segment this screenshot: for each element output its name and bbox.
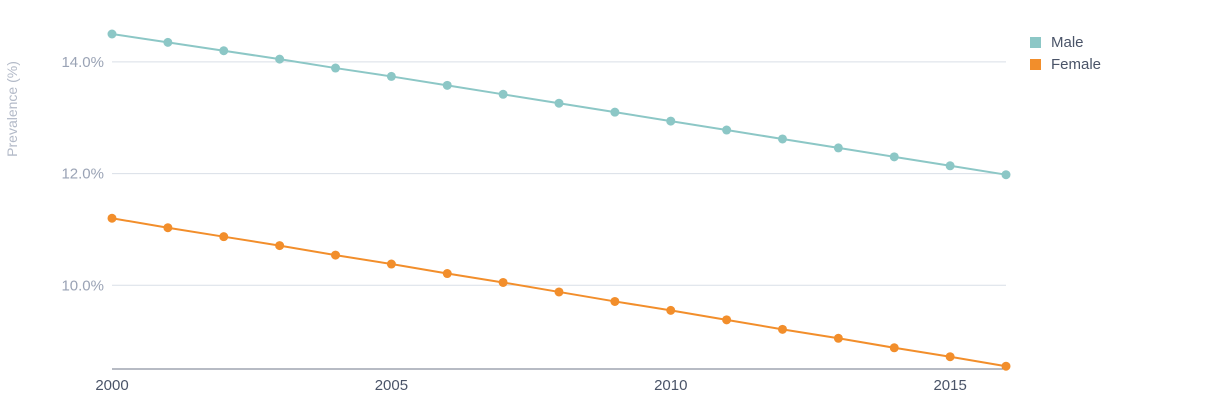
data-point[interactable] <box>554 287 564 297</box>
data-point[interactable] <box>666 305 676 315</box>
legend-label[interactable]: Male <box>1051 34 1084 51</box>
data-point[interactable] <box>386 259 396 269</box>
data-point[interactable] <box>275 54 285 64</box>
x-tick-label: 2005 <box>375 377 408 394</box>
x-tick-label: 2010 <box>654 377 687 394</box>
x-tick-label: 2000 <box>95 377 128 394</box>
data-point[interactable] <box>386 71 396 81</box>
data-point[interactable] <box>778 134 787 144</box>
data-point[interactable] <box>331 250 340 260</box>
data-point[interactable] <box>275 241 285 251</box>
data-point[interactable] <box>554 98 564 108</box>
data-point[interactable] <box>722 315 732 325</box>
data-point[interactable] <box>889 343 899 353</box>
data-point[interactable] <box>610 296 620 306</box>
legend-swatch <box>1030 59 1041 70</box>
data-point[interactable] <box>498 89 508 99</box>
x-axis-ticks: 2000 2005 2010 2015 <box>95 377 967 394</box>
data-point[interactable] <box>442 269 452 279</box>
data-point[interactable] <box>498 277 508 287</box>
data-point[interactable] <box>219 232 229 242</box>
series-layer <box>107 29 1011 371</box>
data-point[interactable] <box>610 107 620 117</box>
data-point[interactable] <box>945 161 955 171</box>
series-female <box>107 213 1011 371</box>
legend-swatch <box>1030 37 1041 48</box>
data-point[interactable] <box>163 37 173 47</box>
data-point[interactable] <box>107 29 117 39</box>
data-point[interactable] <box>889 152 899 162</box>
data-point[interactable] <box>833 333 843 343</box>
data-point[interactable] <box>778 324 787 334</box>
data-point[interactable] <box>945 352 955 362</box>
data-point[interactable] <box>666 116 676 126</box>
data-point[interactable] <box>219 46 229 56</box>
data-point[interactable] <box>1001 361 1011 371</box>
data-point[interactable] <box>331 63 340 73</box>
data-point[interactable] <box>833 143 843 153</box>
legend: Male Female <box>1030 34 1101 73</box>
data-point[interactable] <box>722 125 732 135</box>
y-axis-title: Prevalence (%) <box>4 61 20 157</box>
data-point[interactable] <box>1001 170 1011 180</box>
data-point[interactable] <box>107 213 117 223</box>
y-tick-label: 12.0% <box>61 166 104 183</box>
y-tick-label: 10.0% <box>61 277 104 294</box>
series-male <box>107 29 1011 180</box>
gridlines <box>112 61 1006 286</box>
y-tick-label: 14.0% <box>61 54 104 71</box>
data-point[interactable] <box>442 80 452 90</box>
y-axis-ticks: 10.0% 12.0% 14.0% <box>61 54 104 294</box>
data-point[interactable] <box>163 223 173 233</box>
x-tick-label: 2015 <box>933 377 966 394</box>
legend-label[interactable]: Female <box>1051 56 1101 73</box>
